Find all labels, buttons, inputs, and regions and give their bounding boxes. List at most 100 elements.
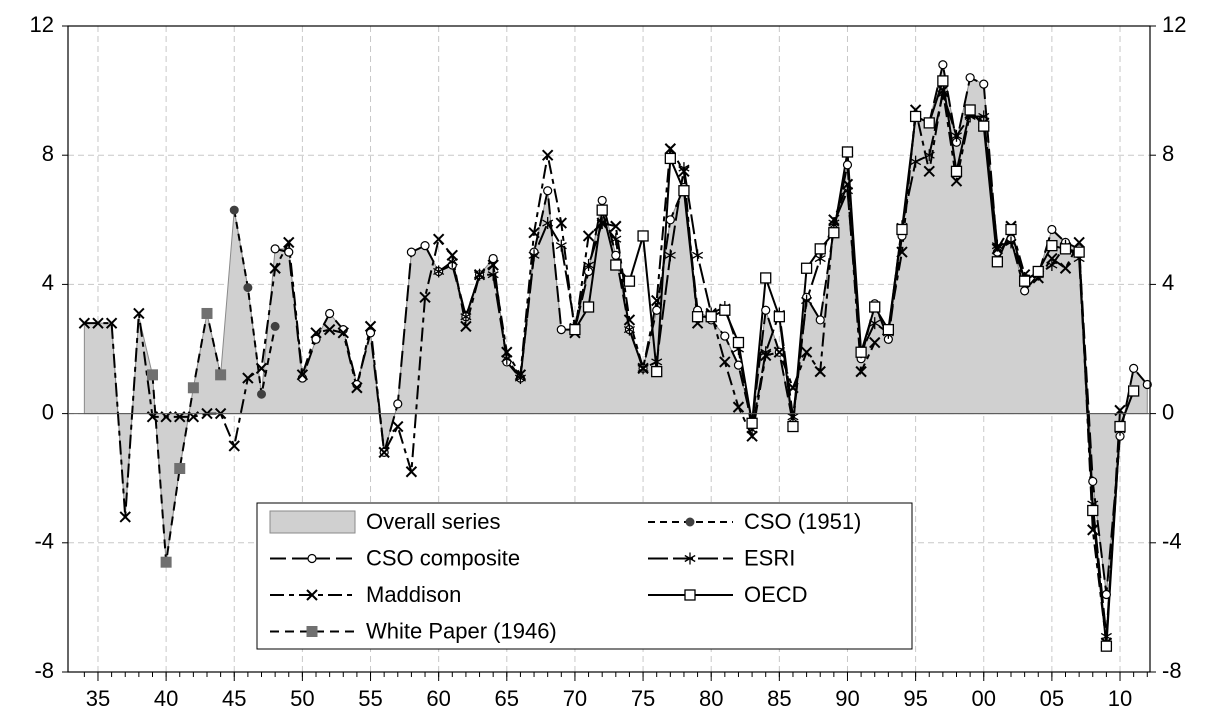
marker [991, 243, 1004, 255]
marker [1127, 385, 1140, 397]
marker [869, 336, 881, 349]
marker [938, 60, 948, 70]
marker [284, 247, 294, 257]
marker [611, 250, 621, 260]
marker [665, 215, 675, 225]
marker-stroke [787, 413, 799, 421]
marker [964, 104, 976, 116]
y-tick-label: 12 [30, 12, 54, 37]
marker-square [201, 307, 213, 319]
marker-stroke [378, 446, 390, 459]
marker-square [1087, 504, 1099, 517]
marker-square [1127, 385, 1140, 397]
marker [950, 175, 963, 187]
marker-circle [365, 328, 376, 338]
marker [1032, 265, 1044, 278]
legend-entry: White Paper (1946) [270, 618, 557, 643]
marker-stroke [828, 214, 840, 226]
marker-square [773, 311, 785, 323]
marker [255, 362, 268, 375]
marker [270, 321, 280, 331]
marker-stroke [651, 358, 663, 366]
marker-square [306, 626, 318, 637]
marker [1059, 243, 1072, 255]
marker [283, 236, 295, 249]
marker [923, 117, 935, 129]
marker [306, 626, 318, 637]
marker [623, 275, 636, 287]
marker-stroke [555, 217, 568, 229]
y2-tick-label: 8 [1162, 141, 1174, 166]
marker-square [596, 204, 608, 216]
marker [896, 246, 908, 258]
marker [393, 399, 403, 409]
y-tick-label: 8 [42, 141, 54, 166]
marker-square [1018, 275, 1031, 287]
marker [761, 305, 771, 315]
marker [306, 589, 318, 601]
marker-circle [1101, 589, 1111, 600]
marker-square [146, 369, 158, 381]
marker [392, 420, 404, 433]
marker [419, 291, 431, 304]
marker-stroke [746, 430, 758, 442]
marker-stroke [773, 346, 786, 358]
marker [664, 249, 676, 262]
marker-stroke [528, 251, 540, 259]
marker-circle [720, 331, 730, 341]
marker-stroke [555, 242, 567, 250]
x-tick-label: 75 [631, 686, 655, 711]
marker-circle [938, 60, 948, 70]
marker-square [909, 110, 922, 123]
marker [228, 440, 240, 452]
marker [692, 249, 704, 262]
marker-square [787, 420, 799, 433]
marker [583, 259, 595, 272]
marker [420, 241, 430, 251]
x-tick-label: 95 [903, 686, 927, 711]
marker-stroke [910, 158, 922, 166]
marker [582, 301, 595, 313]
marker [842, 160, 853, 170]
marker-square [684, 589, 696, 601]
y-tick-label: -8 [34, 658, 54, 683]
marker [773, 346, 786, 358]
marker-square [800, 262, 813, 274]
marker [991, 256, 1004, 268]
marker [869, 317, 881, 330]
legend-box [256, 502, 913, 650]
marker [487, 259, 499, 271]
marker-stroke [991, 242, 1003, 250]
marker-stroke [351, 382, 363, 394]
marker [678, 185, 690, 197]
y2-tick-label: 12 [1162, 12, 1186, 37]
marker-stroke [610, 235, 622, 243]
marker [664, 152, 676, 165]
marker [664, 143, 677, 155]
marker [651, 365, 663, 378]
marker-stroke [650, 294, 663, 307]
marker [623, 323, 635, 336]
marker [965, 73, 975, 83]
marker [732, 336, 745, 349]
marker-stroke [814, 365, 826, 378]
marker-stroke [583, 261, 595, 269]
marker-stroke [133, 307, 145, 320]
legend: Overall series CSO (1951) CSO composite ESR… [256, 502, 913, 650]
x-tick-label: 45 [222, 686, 246, 711]
marker [542, 217, 554, 230]
marker [257, 389, 267, 399]
marker-stroke [1059, 262, 1072, 274]
marker-stroke [323, 323, 336, 336]
x-tick-label: 35 [86, 686, 110, 711]
marker [406, 247, 417, 257]
legend-label: Maddison [366, 582, 461, 607]
marker-stroke [801, 296, 813, 305]
marker-stroke [596, 217, 608, 229]
marker-square [1032, 265, 1044, 278]
marker [337, 327, 349, 339]
y2-tick-label: -8 [1162, 658, 1182, 683]
marker-circle [1129, 363, 1139, 373]
marker-square [923, 117, 935, 129]
marker-square [705, 311, 717, 323]
